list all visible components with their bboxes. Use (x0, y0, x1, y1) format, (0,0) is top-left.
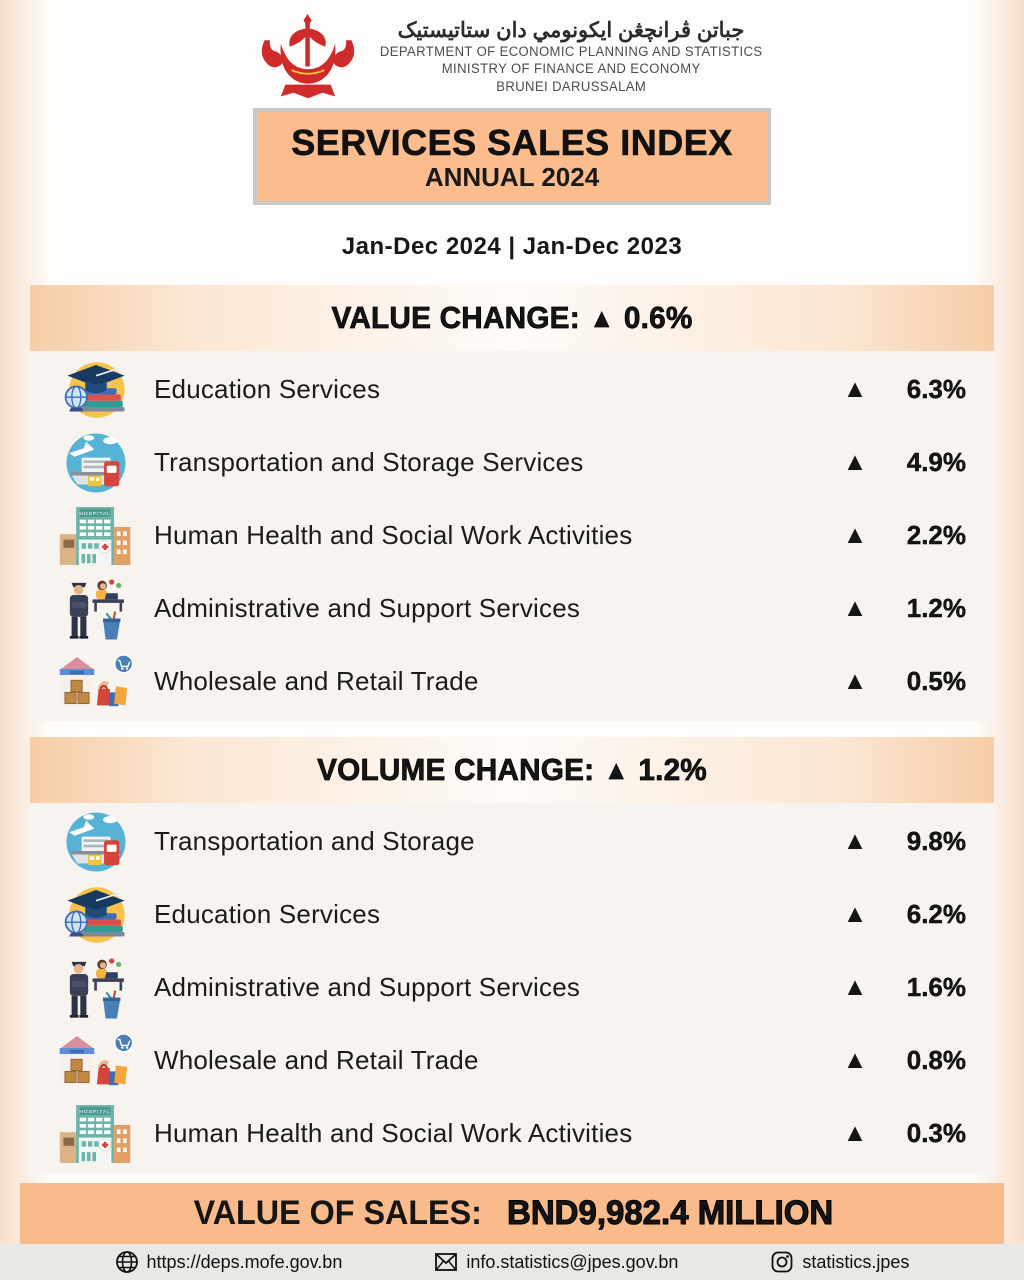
education-icon (56, 355, 136, 425)
wholesale-icon (56, 1026, 136, 1096)
volume-change-section: VOLUME CHANGE: ▲ 1.2% Transportation and… (30, 737, 994, 1173)
value-change-header: VALUE CHANGE: ▲ 0.6% (30, 285, 994, 351)
row-label: Human Health and Social Work Activities (154, 1118, 633, 1148)
up-triangle-icon: ▲ (842, 375, 868, 403)
org-dept-line3: BRUNEI DARUSSALAM (496, 78, 646, 94)
row-label: Wholesale and Retail Trade (154, 666, 479, 696)
row-value: 0.3% (906, 1118, 967, 1148)
up-triangle-icon: ▲ (589, 303, 615, 333)
comparison-period: Jan-Dec 2024 | Jan-Dec 2023 (341, 233, 683, 260)
table-row: Transportation and Storage ▲ 9.8% (30, 805, 994, 878)
email-link[interactable]: info.statistics@jpes.gov.bn (434, 1250, 678, 1274)
row-label: Administrative and Support Services (154, 593, 581, 623)
table-row: Transportation and Storage Services ▲ 4.… (30, 426, 994, 499)
sales-label: VALUE OF SALES: (193, 1194, 483, 1233)
row-value: 0.8% (906, 1045, 967, 1075)
table-row: Human Health and Social Work Activities … (30, 1097, 994, 1170)
org-dept-line1: DEPARTMENT OF ECONOMIC PLANNING AND STAT… (379, 43, 763, 59)
up-triangle-icon: ▲ (842, 448, 868, 476)
volume-change-label: VOLUME CHANGE: (317, 752, 595, 788)
org-dept-line2: MINISTRY OF FINANCE AND ECONOMY (441, 61, 701, 77)
row-value: 4.9% (906, 447, 967, 477)
table-row: Wholesale and Retail Trade ▲ 0.8% (30, 1024, 994, 1097)
globe-icon (115, 1251, 138, 1274)
up-triangle-icon: ▲ (842, 900, 868, 928)
wholesale-icon (56, 647, 136, 717)
org-header: جباتن ڤرانچڠن ايكونومي دان ستاتيستيک DEP… (0, 0, 1024, 100)
row-value: 6.3% (906, 374, 967, 404)
brunei-crest-logo (261, 14, 354, 99)
row-value: 1.2% (906, 593, 967, 623)
row-value: 9.8% (906, 826, 967, 856)
row-value: 1.6% (906, 972, 967, 1002)
up-triangle-icon: ▲ (603, 755, 629, 785)
value-change-total: 0.6% (623, 300, 693, 336)
value-change-rows: Education Services ▲ 6.3% Transportation… (30, 351, 994, 721)
website-text: https://deps.mofe.gov.bn (146, 1251, 343, 1272)
up-triangle-icon: ▲ (842, 594, 868, 622)
transportation-icon (56, 807, 136, 877)
title-box: SERVICES SALES INDEX ANNUAL 2024 (253, 108, 771, 205)
administrative-icon (56, 953, 136, 1023)
instagram-icon (771, 1251, 793, 1273)
row-value: 2.2% (906, 520, 967, 550)
row-label: Transportation and Storage (154, 826, 475, 856)
up-triangle-icon: ▲ (842, 973, 868, 1001)
hospital-icon (56, 501, 136, 571)
row-label: Administrative and Support Services (154, 972, 581, 1002)
row-value: 0.5% (906, 666, 967, 696)
row-label: Wholesale and Retail Trade (154, 1045, 479, 1075)
value-of-sales-banner: VALUE OF SALES: BND9,982.4 MILLION (20, 1183, 1004, 1245)
up-triangle-icon: ▲ (842, 1046, 868, 1074)
org-name-jawi: جباتن ڤرانچڠن ايكونومي دان ستاتيستيک (397, 18, 745, 42)
table-row: Wholesale and Retail Trade ▲ 0.5% (30, 645, 994, 718)
table-row: Administrative and Support Services ▲ 1.… (30, 951, 994, 1024)
row-label: Education Services (154, 899, 381, 929)
instagram-text: statistics.jpes (802, 1251, 910, 1272)
row-value: 6.2% (906, 899, 967, 929)
up-triangle-icon: ▲ (842, 667, 868, 695)
page-title: SERVICES SALES INDEX (291, 122, 733, 164)
education-icon (56, 880, 136, 950)
table-row: Education Services ▲ 6.2% (30, 878, 994, 951)
volume-change-total: 1.2% (638, 752, 707, 788)
footer-bar: https://deps.mofe.gov.bn info.statistics… (0, 1244, 1024, 1280)
value-change-section: VALUE CHANGE: ▲ 0.6% Education Services … (30, 285, 994, 721)
email-text: info.statistics@jpes.gov.bn (466, 1251, 679, 1272)
up-triangle-icon: ▲ (842, 1119, 868, 1147)
table-row: Administrative and Support Services ▲ 1.… (30, 572, 994, 645)
row-label: Transportation and Storage Services (154, 447, 584, 477)
volume-change-header: VOLUME CHANGE: ▲ 1.2% (30, 737, 994, 803)
hospital-icon (56, 1099, 136, 1169)
instagram-link[interactable]: statistics.jpes (770, 1250, 909, 1274)
up-triangle-icon: ▲ (842, 827, 868, 855)
envelope-icon (435, 1253, 458, 1272)
page-subtitle: ANNUAL 2024 (424, 162, 600, 192)
volume-change-rows: Transportation and Storage ▲ 9.8% Educat… (30, 803, 994, 1173)
value-change-label: VALUE CHANGE: (331, 300, 580, 336)
table-row: Human Health and Social Work Activities … (30, 499, 994, 572)
table-row: Education Services ▲ 6.3% (30, 353, 994, 426)
website-link[interactable]: https://deps.mofe.gov.bn (115, 1250, 343, 1274)
row-label: Education Services (154, 374, 381, 404)
up-triangle-icon: ▲ (842, 521, 868, 549)
transportation-icon (56, 428, 136, 498)
administrative-icon (56, 574, 136, 644)
row-label: Human Health and Social Work Activities (154, 520, 633, 550)
sales-value: BND9,982.4 MILLION (506, 1194, 833, 1233)
